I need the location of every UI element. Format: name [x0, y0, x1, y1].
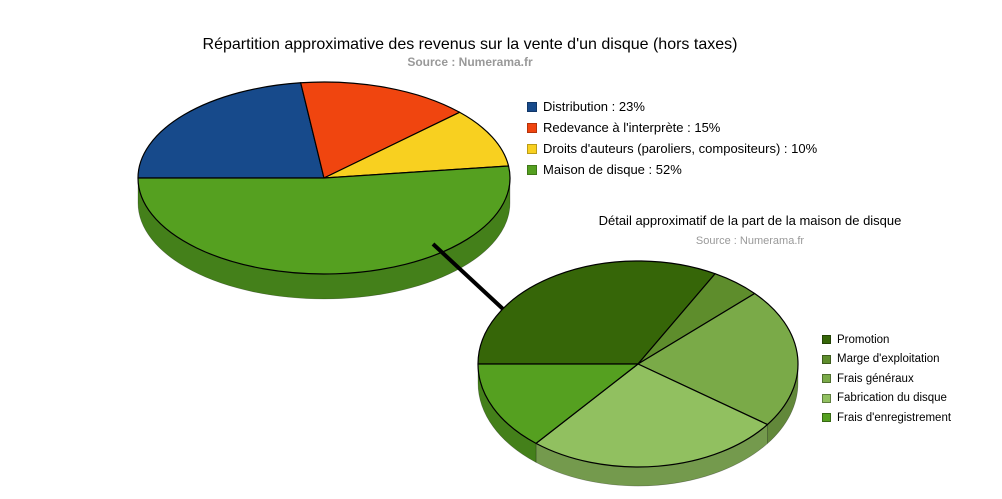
legend-swatch: [527, 101, 537, 112]
pie-slice: [137, 82, 325, 179]
pie-slice: [323, 111, 510, 179]
legend-item: Distribution : 23%: [527, 96, 817, 117]
legend-label: Frais généraux: [837, 372, 914, 385]
legend-item: Droits d'auteurs (paroliers, compositeur…: [527, 138, 817, 159]
main-chart-source: Source : Numerama.fr: [407, 55, 533, 69]
legend-swatch: [822, 374, 831, 384]
legend-item: Fabrication du disque: [822, 389, 951, 409]
connector-line: [431, 242, 505, 311]
legend-label: Droits d'auteurs (paroliers, compositeur…: [543, 141, 818, 156]
legend-swatch: [822, 413, 831, 423]
legend-item: Maison de disque : 52%: [527, 159, 817, 180]
pie-slice: [637, 292, 799, 426]
main-legend: Distribution : 23% Redevance à l'interpr…: [527, 96, 817, 180]
legend-swatch: [527, 164, 537, 175]
pie-slice: [300, 81, 461, 179]
legend-item: Frais d'enregistrement: [822, 408, 951, 428]
pie-slice: [477, 260, 716, 365]
detail-pie: [477, 260, 799, 487]
legend-item: Promotion: [822, 330, 951, 350]
legend-label: Maison de disque : 52%: [543, 162, 682, 177]
legend-label: Fabrication du disque: [837, 392, 947, 405]
legend-label: Frais d'enregistrement: [837, 411, 952, 424]
pie-slice: [535, 363, 769, 468]
legend-swatch: [822, 393, 831, 403]
legend-label: Promotion: [837, 333, 890, 346]
main-pie: [137, 81, 511, 300]
legend-label: Distribution : 23%: [543, 99, 645, 114]
legend-label: Redevance à l'interprète : 15%: [543, 120, 721, 135]
legend-label: Marge d'exploitation: [837, 353, 940, 366]
detail-legend: Promotion Marge d'exploitation Frais gén…: [822, 330, 951, 428]
legend-swatch: [822, 335, 831, 345]
pie-slice: [137, 165, 511, 275]
legend-item: Marge d'exploitation: [822, 350, 951, 370]
legend-swatch: [822, 354, 831, 364]
legend-swatch: [527, 143, 537, 154]
detail-chart-source: Source : Numerama.fr: [695, 235, 805, 247]
detail-chart-title: Détail approximatif de la part de la mai…: [598, 213, 902, 228]
pie-slice: [477, 363, 639, 444]
legend-item: Frais généraux: [822, 369, 951, 389]
legend-swatch: [527, 122, 537, 133]
legend-item: Redevance à l'interprète : 15%: [527, 117, 817, 138]
main-chart-title: Répartition approximative des revenus su…: [202, 36, 738, 53]
